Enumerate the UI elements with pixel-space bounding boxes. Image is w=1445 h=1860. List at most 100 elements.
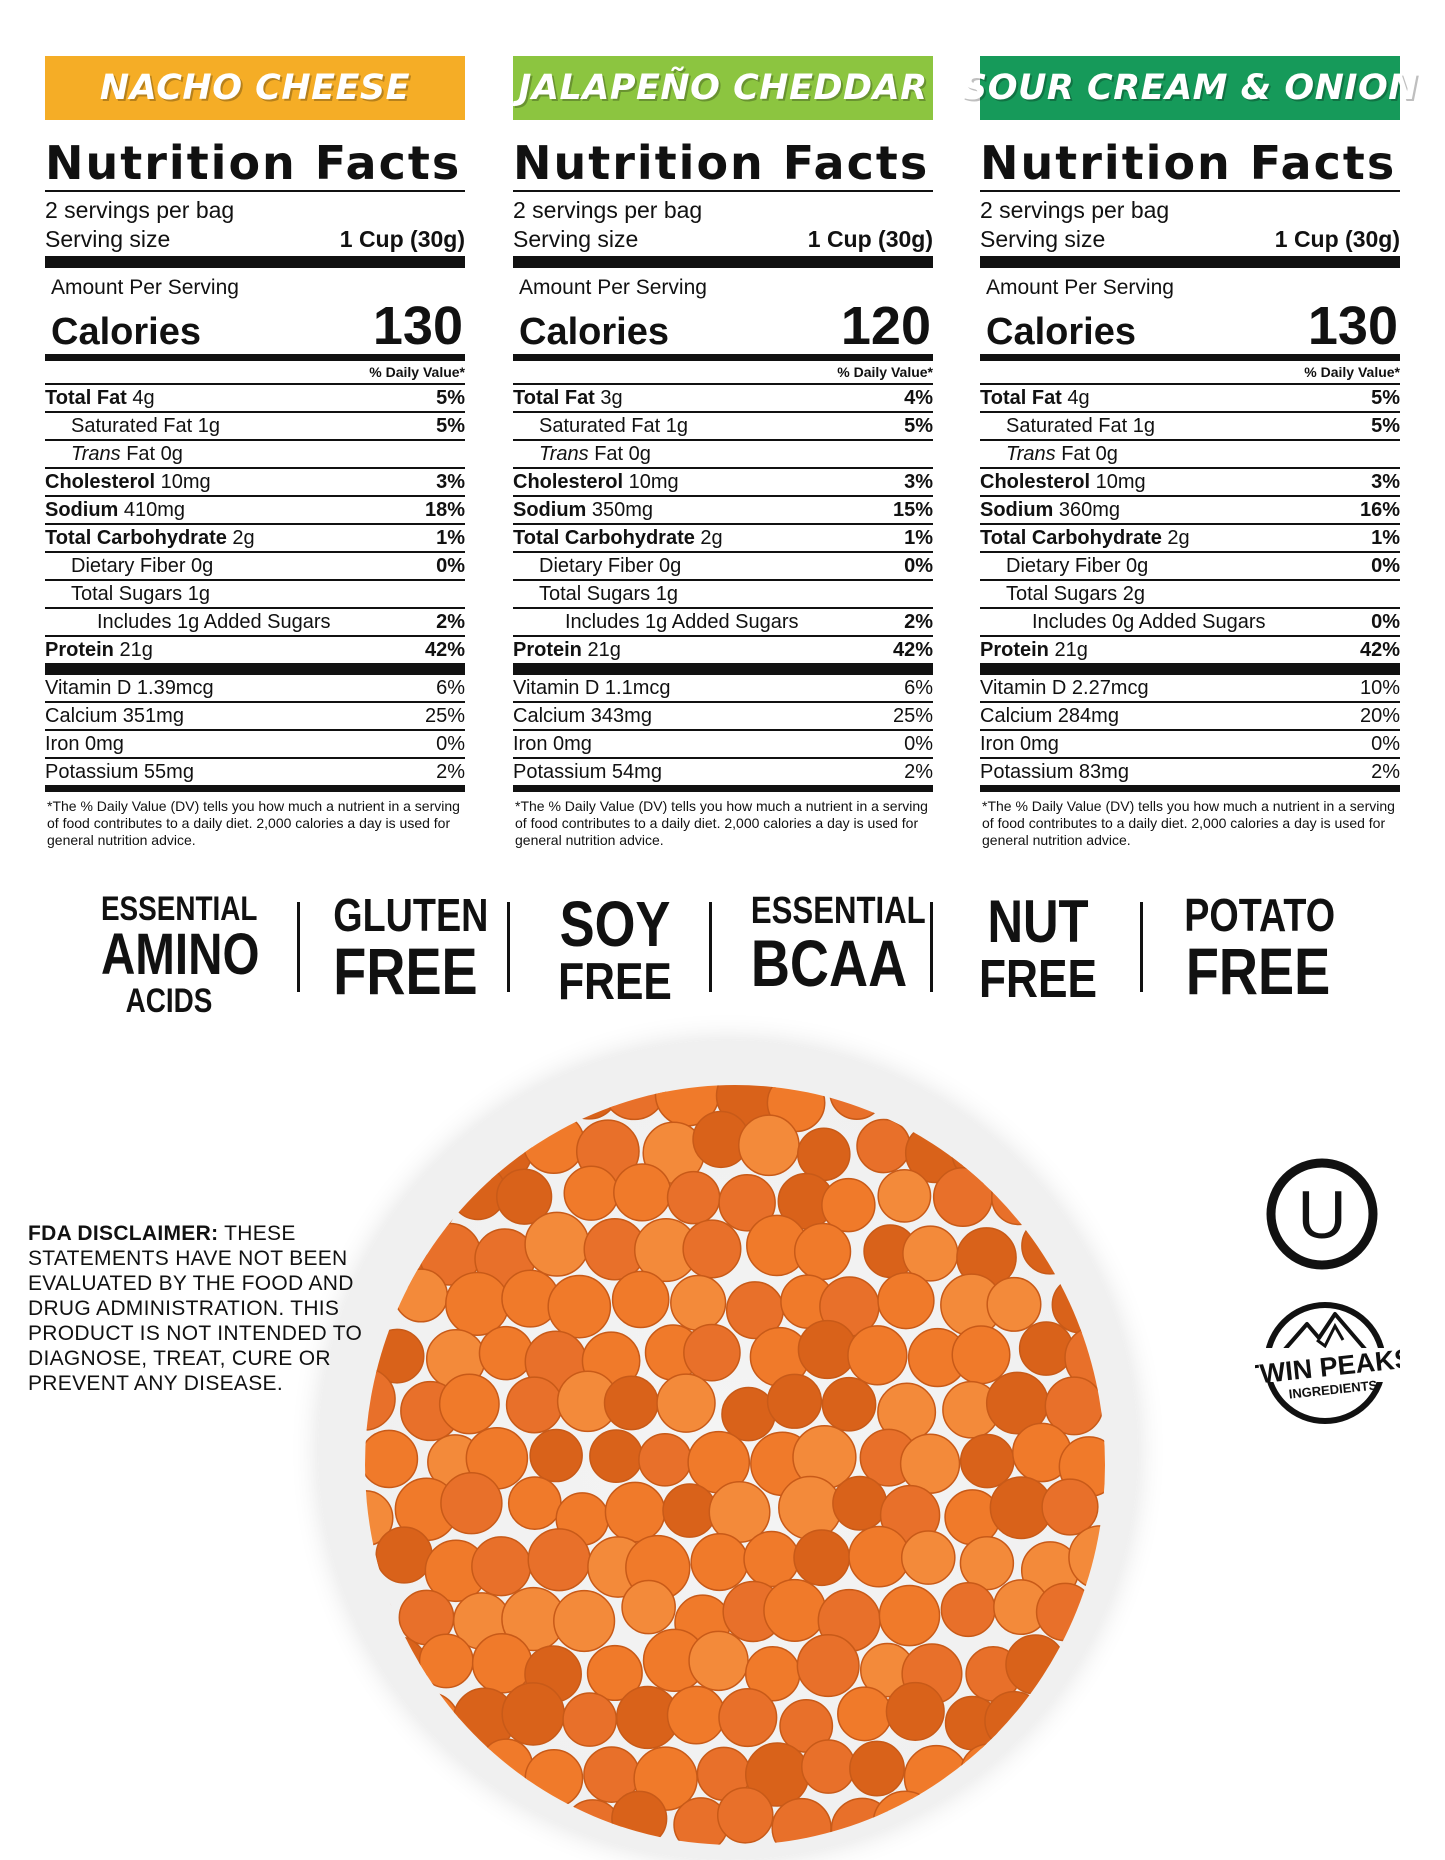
nutrient-label: Protein [513,639,582,661]
cheese-puff [440,1471,503,1535]
nutrient-label: Sodium [513,499,587,521]
vitamin-daily-value: 10% [1359,677,1400,699]
nutrient-label: Dietary Fiber 0g [539,555,682,577]
daily-value-footnote: *The % Daily Value (DV) tells you how mu… [515,798,928,848]
cheese-puff [690,1533,749,1592]
serving-size-row: Serving size 1 Cup (30g) [980,224,1400,268]
nutrient-amount: 3g [594,387,623,409]
nutrient-name: Total Carbohydrate 2g [45,525,255,551]
cheese-puff [524,1211,590,1277]
nutrient-label: Includes 1g Added Sugars [97,611,331,633]
nutrient-row: Total Carbohydrate 2g 1% [45,525,465,553]
vitamin-name: Iron 0mg [980,733,1059,755]
calories-label: Calories [519,311,669,353]
cheese-puff [899,1433,961,1494]
vitamin-daily-value: 6% [904,677,933,699]
claim-line: AMINO [100,922,260,987]
cheese-puff [877,1271,935,1330]
cheese-puff [796,1634,860,1698]
nutrient-amount: Fat 0g [1055,443,1118,465]
vitamin-name: Vitamin D 1.39mcg [45,677,214,699]
cheese-puff [604,1481,666,1543]
nutrient-row: Total Fat 3g 4% [513,385,933,413]
claim-soy-free: SOY FREE [554,892,677,1008]
vitamin-name: Calcium 351mg [45,705,184,727]
calories-value: 130 [372,296,463,356]
flavor-banner: JALAPEÑO CHEDDAR [513,56,933,120]
nutrition-facts-title: Nutrition Facts [980,138,1400,192]
cheese-puff [988,1085,1052,1125]
nutrient-name: Total Fat 4g [45,385,155,411]
twin-peaks-ingredients-logo: TWIN PEAKS INGREDIENTS [1255,1302,1400,1424]
vitamin-row: Vitamin D 1.1mcg 6% [513,675,933,703]
nutrient-label: Sodium [45,499,119,521]
nutrient-label: Total Fat [980,387,1062,409]
nutrient-name: Total Fat 4g [980,385,1090,411]
nutrient-label: Protein [45,639,114,661]
calories-value: 120 [840,296,931,356]
cheese-puff [613,1163,672,1222]
nutrient-row: Saturated Fat 1g 5% [45,413,465,441]
flavor-name: SOUR CREAM & ONION [962,68,1418,108]
claim-potato-free: POTATO FREE [1184,892,1335,1004]
cheese-puff [847,1325,908,1386]
nutrition-facts-label: Nutrition Facts 2 servings per bag Servi… [45,138,465,849]
cheese-puff [365,1429,419,1489]
nutrient-name: Total Sugars 1g [539,581,678,607]
cheese-puff [849,1740,905,1797]
claim-line: FREE [978,949,1098,1009]
nutrient-label: Total Sugars 1g [539,583,678,605]
nutrient-name: Saturated Fat 1g [71,413,220,439]
cheese-puff [778,1475,843,1540]
cheese-puff [562,1692,618,1747]
vitamin-daily-value: 0% [1371,733,1400,755]
cheese-puff [716,1786,774,1844]
daily-value-footnote: *The % Daily Value (DV) tells you how mu… [47,798,460,848]
claim-essential-amino-acids: ESSENTIAL AMINO ACIDS [100,892,260,1018]
serving-size-row: Serving size 1 Cup (30g) [513,224,933,268]
nutrient-label: Includes 1g Added Sugars [565,611,799,633]
cheese-puff [940,1582,996,1638]
nutrient-name: Cholesterol 10mg [45,469,211,495]
nutrient-row: Cholesterol 10mg 3% [980,469,1400,497]
nutrient-daily-value: 42% [892,639,933,661]
calories-row: Calories 130 [45,296,465,361]
cheese-puff [505,1376,563,1434]
cheese-puff [977,1792,1041,1845]
claim-line: SOY [559,888,671,960]
cheese-puff [878,1584,941,1647]
nutrient-daily-value: 42% [1359,639,1400,661]
nutrient-label: Total Carbohydrate [980,527,1162,549]
flavor-banner: NACHO CHEESE [45,56,465,120]
nutrient-amount: 4g [1061,387,1090,409]
amount-per-serving: Amount Per Serving [519,276,707,299]
nutrient-label: Total Carbohydrate [45,527,227,549]
amount-per-serving: Amount Per Serving [51,276,239,299]
cheese-puff [501,1682,565,1746]
claim-line: ESSENTIAL [750,890,926,932]
nutrient-name: Trans Fat 0g [71,441,183,467]
nutrient-daily-value: 3% [436,471,465,493]
claim-line: FREE [333,934,478,1008]
nutrient-name: Total Carbohydrate 2g [980,525,1190,551]
nutrient-daily-value: 1% [904,527,933,549]
nutrient-amount: 410mg [118,499,186,521]
cheese-puff [666,1170,721,1225]
nutrient-name: Dietary Fiber 0g [1006,553,1148,579]
nutrient-amount: 21g [1048,639,1088,661]
serving-size-value: 1 Cup (30g) [1274,226,1400,252]
cheese-puff [718,1174,776,1232]
nutrient-amount: 350mg [586,499,654,521]
claim-divider [930,902,933,992]
vitamin-name: Vitamin D 2.27mcg [980,677,1149,699]
nutrient-daily-value: 5% [436,387,465,409]
cheese-puff [900,1530,956,1585]
cheese-puff [662,1483,717,1538]
vitamin-row: Calcium 351mg 25% [45,703,465,731]
vitamin-daily-value: 2% [436,761,465,783]
nutrient-row: Total Sugars 1g [45,581,465,609]
cheese-puff [743,1530,800,1588]
fda-disclaimer: FDA DISCLAIMER: THESE STATEMENTS HAVE NO… [28,1221,368,1396]
nutrient-amount: 10mg [155,471,211,493]
nutrient-row: Total Sugars 1g [513,581,933,609]
